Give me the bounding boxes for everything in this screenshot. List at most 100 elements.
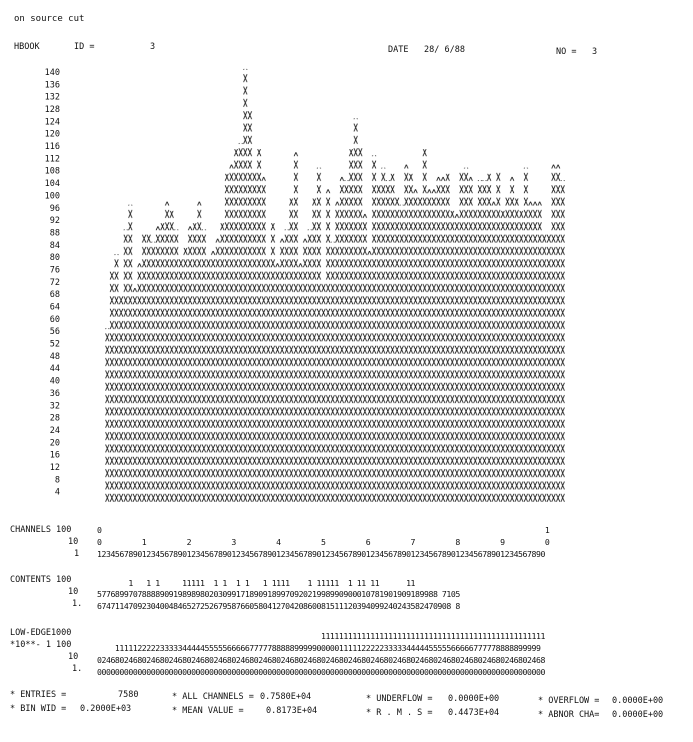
y-tick-label: 132 bbox=[45, 93, 60, 103]
histogram-bar bbox=[293, 152, 299, 505]
y-tick-label: 112 bbox=[45, 154, 60, 164]
histogram-bar bbox=[307, 229, 312, 504]
entries-value: 7580 bbox=[118, 690, 139, 700]
histogram-bar bbox=[141, 232, 147, 504]
y-tick-label: 116 bbox=[45, 142, 60, 152]
histogram-bar bbox=[500, 210, 506, 505]
histogram-bar bbox=[137, 263, 142, 504]
lowedge-thousands-row: 1111111111111111111111111111111111111111… bbox=[97, 631, 545, 641]
y-tick-label: 24 bbox=[50, 426, 60, 436]
y-tick-label: 68 bbox=[50, 290, 60, 300]
histogram-bar bbox=[105, 328, 110, 504]
y-tick-label: 92 bbox=[50, 216, 60, 226]
histogram-bar bbox=[335, 201, 340, 504]
histogram-bar bbox=[266, 257, 271, 504]
no-value: 3 bbox=[592, 47, 598, 57]
histogram-bar bbox=[261, 176, 266, 504]
contents-ten-label: 10 bbox=[68, 587, 79, 597]
histogram-bar bbox=[514, 198, 519, 504]
lowedge-tens-row: 0246802468024680246802468024680246802468… bbox=[97, 655, 545, 665]
histogram-bar bbox=[390, 173, 395, 504]
histogram-bar bbox=[551, 164, 556, 504]
histogram-bar bbox=[362, 213, 368, 504]
histogram-bar bbox=[385, 180, 391, 504]
histogram-bar bbox=[353, 118, 358, 504]
y-tick-label: 140 bbox=[45, 68, 60, 78]
underflow-value: 0.0000E+00 bbox=[448, 694, 500, 704]
histogram-bar bbox=[187, 226, 193, 505]
histogram-bar bbox=[431, 189, 437, 504]
histogram-bar bbox=[491, 201, 496, 504]
contents-label: CONTENTS 100 bbox=[10, 575, 72, 585]
histogram-bar bbox=[178, 257, 184, 504]
id-value: 3 bbox=[150, 42, 156, 52]
histogram-bar bbox=[118, 294, 124, 504]
histogram-bar bbox=[542, 232, 547, 504]
y-tick-label: 120 bbox=[45, 130, 60, 140]
y-tick-label: 16 bbox=[50, 451, 60, 461]
date-label: DATE bbox=[388, 45, 409, 55]
y-tick-label: 40 bbox=[50, 377, 60, 387]
histogram-bar bbox=[422, 149, 427, 504]
histogram-bar bbox=[233, 149, 239, 504]
entries-label: * ENTRIES = bbox=[10, 690, 67, 700]
histogram-bar bbox=[114, 254, 119, 504]
bin-width-label: * BIN WID = bbox=[10, 704, 67, 714]
histogram-bar bbox=[560, 180, 565, 504]
histogram-bar bbox=[155, 226, 161, 505]
histogram-bar bbox=[413, 189, 418, 504]
histogram-bar bbox=[367, 250, 372, 504]
bin-width-value: 0.2000E+03 bbox=[80, 704, 132, 714]
rms-label: * R . M . S = bbox=[366, 708, 433, 718]
histogram-bar bbox=[339, 176, 345, 504]
histogram-bar bbox=[450, 210, 455, 505]
histogram-bar bbox=[546, 232, 552, 504]
histogram: 1401361321281241201161121081041009692888… bbox=[45, 68, 565, 505]
histogram-bar bbox=[417, 195, 423, 504]
histogram-bar bbox=[532, 201, 538, 504]
histogram-bar bbox=[330, 241, 335, 504]
all-channels-label: * ALL CHANNELS = bbox=[172, 692, 254, 702]
histogram-bar bbox=[224, 173, 230, 504]
histogram-bar bbox=[174, 229, 179, 504]
histogram-bar bbox=[468, 176, 473, 504]
histogram-bar bbox=[344, 180, 349, 504]
histogram-bar bbox=[229, 164, 234, 504]
y-tick-label: 44 bbox=[50, 364, 60, 374]
histogram-bar bbox=[128, 204, 133, 504]
histogram-bar bbox=[312, 198, 317, 504]
y-tick-label: 48 bbox=[50, 352, 60, 362]
histogram-bar bbox=[275, 263, 280, 504]
contents-units-row: 5776899707888890919898980203099171890918… bbox=[97, 589, 460, 599]
no-label: NO = bbox=[556, 47, 577, 57]
histogram-bar bbox=[321, 281, 326, 504]
y-tick-label: 12 bbox=[50, 463, 60, 473]
y-tick-label: 96 bbox=[50, 204, 60, 214]
contents-digits-row: 6747114709230400484652725267958766058041… bbox=[97, 601, 460, 611]
histogram-bar bbox=[358, 146, 363, 504]
histogram-bar bbox=[519, 210, 524, 505]
abnor-cha-label: * ABNOR CHA= bbox=[538, 710, 600, 720]
y-tick-label: 4 bbox=[55, 488, 60, 498]
histogram-bar bbox=[509, 176, 515, 504]
channels-units-row: 1234567890123456789012345678901234567890… bbox=[97, 549, 545, 559]
y-tick-label: 36 bbox=[50, 389, 60, 399]
histogram-bar bbox=[482, 180, 487, 504]
y-tick-label: 20 bbox=[50, 438, 60, 448]
histogram-bar bbox=[555, 164, 561, 504]
histogram-bar bbox=[206, 257, 211, 504]
histogram-bar bbox=[302, 238, 308, 504]
histogram-bar bbox=[210, 250, 216, 504]
histogram-bar bbox=[427, 189, 432, 504]
y-tick-label: 104 bbox=[45, 179, 60, 189]
y-tick-label: 124 bbox=[45, 117, 60, 127]
channels-tens-row: 0 1 2 3 4 5 6 7 8 9 0 bbox=[97, 537, 550, 547]
histogram-bar bbox=[279, 238, 285, 504]
histogram-bar bbox=[132, 288, 138, 504]
channels-hundreds-row: 0 1 bbox=[97, 525, 550, 535]
y-tick-label: 28 bbox=[50, 414, 60, 424]
histogram-bar bbox=[183, 247, 188, 504]
overflow-label: * OVERFLOW = bbox=[538, 696, 600, 706]
contents-tens-row: 1 1 1 11111 1 1 1 1 1 1111 1 11111 1 11 … bbox=[97, 578, 416, 588]
histogram-bar bbox=[284, 229, 289, 504]
